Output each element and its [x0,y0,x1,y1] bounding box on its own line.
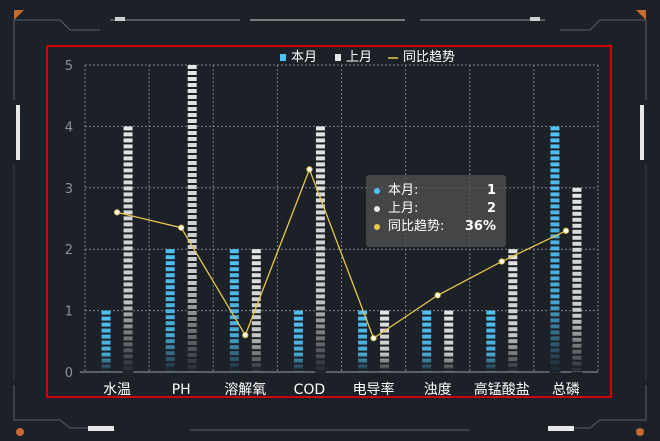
bar-previous [571,187,583,374]
legend-label-current: 本月 [291,50,317,65]
bar-current-body [550,126,560,373]
bar-previous [314,126,326,373]
bar-previous-body [187,65,197,372]
trend-point [242,332,249,339]
legend-label-trend: 同比趋势 [403,49,455,65]
bar-current-body [422,310,432,372]
legend-swatch-previous [335,54,341,61]
trend-polyline [116,167,567,340]
tooltip-value: 2 [486,201,496,216]
y-tick-label: 4 [65,120,73,135]
bar-previous [250,249,262,372]
tooltip-value: 36% [464,219,496,234]
x-tick-label: COD [294,382,326,398]
dot-icon [374,188,380,194]
x-tick-label: PH [172,382,191,398]
bar-current-body [229,249,239,372]
x-tick-label: 电导率 [353,381,395,398]
dot-icon [374,206,380,212]
trend-point [370,335,377,342]
trend-point [498,258,505,265]
bar-previous-body [444,310,454,372]
bar-current-body [101,310,111,372]
legend: 本月 上月 同比趋势 [280,49,455,65]
tooltip-row-trend: 同比趋势: 36% [374,218,498,236]
bar-current-body [165,249,175,372]
trend-point [562,227,570,234]
bar-current [100,310,112,372]
y-tick-label: 5 [65,59,73,74]
tooltip-value: 1 [486,183,496,198]
bar-current-body [293,310,303,372]
trend-line [113,166,570,342]
x-tick-label: 高锰酸盐 [474,381,530,398]
bar-previous-body [380,310,390,372]
bar-previous-body [315,126,325,373]
bar-previous-body [572,187,582,372]
bar-previous [122,126,134,373]
tooltip-label: 同比趋势: [388,219,445,234]
legend-swatch-current [280,54,286,61]
dot-icon [374,224,380,230]
y-tick-label: 1 [65,305,73,320]
bar-previous [507,249,519,372]
bar-previous [379,310,391,372]
tooltip-row-previous: 上月: 2 [374,200,498,218]
bar-previous-body [251,249,261,372]
trend-point [113,209,121,216]
y-tick-label: 3 [65,182,73,197]
bar-previous-body [508,249,518,372]
bar-current [228,249,240,372]
x-tick-label: 溶解氧 [224,382,266,398]
y-tick-label: 0 [65,366,73,381]
tooltip-label: 本月: [388,183,419,198]
x-tick-label: 水温 [103,382,131,398]
x-tick-label: 总磷 [552,382,580,398]
bar-current [421,310,433,372]
corner-accent-icon [14,10,24,20]
highlight-box [46,45,612,398]
bars [100,65,583,374]
bar-current-body [358,310,368,372]
trend-point [306,166,313,173]
grid [84,64,599,372]
x-tick-label: 浊度 [424,382,452,398]
bar-previous-body [123,126,133,373]
y-tick-label: 2 [65,243,73,258]
bar-current [292,310,304,372]
tooltip-row-current: 本月: 1 [374,182,498,200]
bar-current [549,126,561,373]
bar-current [164,249,176,372]
bar-previous [443,310,455,372]
bar-current [485,310,497,372]
bar-previous [186,65,198,372]
legend-label-previous: 上月 [346,50,372,65]
trend-point [178,224,185,231]
chart-tooltip: 本月: 1 上月: 2 同比趋势: 36% [366,175,506,247]
tooltip-label: 上月: [388,201,419,216]
bar-current [357,310,369,372]
trend-point [434,292,441,299]
bar-current-body [486,310,496,372]
